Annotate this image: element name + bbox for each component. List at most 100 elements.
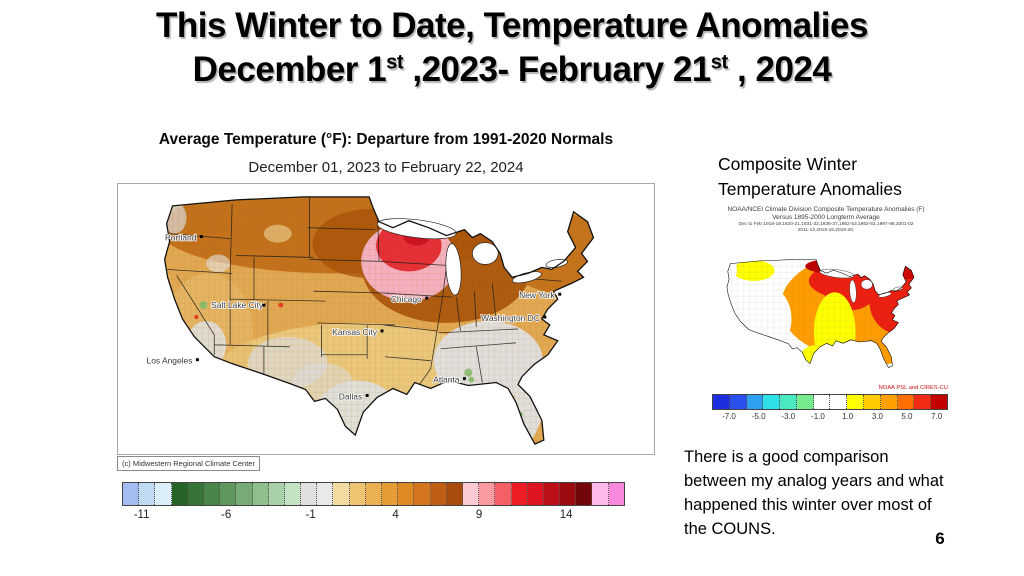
main-map: Portland Salt Lake City Los Angeles Kansas … [117, 183, 655, 471]
city-dot [380, 329, 384, 333]
colorbar-cell [462, 483, 480, 505]
city-label: Los Angeles [147, 356, 193, 366]
city-label: New York [519, 290, 555, 300]
mini-colorbar [712, 394, 948, 410]
colorbar-cell [495, 483, 512, 505]
state-borders [165, 196, 562, 389]
colorbar-cell [317, 483, 334, 505]
colorbar-cell [931, 395, 947, 409]
mini-header-line3: Dec to Feb 1918-19,1920-21,1931-32,1936-… [738, 222, 914, 228]
city-label: Salt Lake City [211, 300, 264, 310]
city-dot [199, 235, 203, 239]
colorbar-tick-label: 1.0 [842, 412, 854, 421]
colorbar-cell [780, 395, 797, 409]
city-label: Atlanta [433, 375, 460, 385]
colorbar-cell [897, 395, 915, 409]
page-number: 6 [935, 529, 945, 548]
colorbar-cell [203, 483, 221, 505]
colorbar-tick-label: -5.0 [751, 412, 766, 421]
composite-heading: Composite Winter Temperature Anomalies [718, 154, 902, 199]
colorbar-tick-label: -7.0 [722, 412, 736, 421]
city-label: Dallas [339, 391, 362, 401]
colorbar-cell [608, 483, 624, 505]
main-map-title: Average Temperature (°F): Departure from… [158, 131, 614, 148]
colorbar-cell [592, 483, 609, 505]
comment-text: There is a good comparison between my an… [684, 448, 944, 538]
colorbar-tick-label: 7.0 [931, 412, 943, 421]
colorbar-cell [430, 483, 447, 505]
colorbar-cell [236, 483, 253, 505]
page-title: This Winter to Date, Temperature Anomali… [0, 4, 1024, 92]
great-lakes [376, 218, 568, 296]
colorbar-cell [796, 395, 814, 409]
colorbar-cell [398, 483, 415, 505]
city-dot [558, 292, 562, 296]
colorbar-tick-label: -1.0 [811, 412, 825, 421]
colorbar-tick-label: -3.0 [781, 412, 796, 421]
city-label: Portland [165, 233, 197, 243]
city-dot [262, 303, 266, 307]
title-line2: December 1st ,2023- February 21st , 2024 [192, 50, 832, 90]
colorbar-cell [864, 395, 881, 409]
colorbar-cell [171, 483, 188, 505]
colorbar-tick-label: 4 [392, 509, 399, 521]
superscript: st [710, 51, 729, 74]
superscript: st [386, 51, 404, 74]
mini-header-line1: NOAA/NCEI Climate Division Composite Tem… [727, 206, 925, 213]
colorbar-cell [813, 395, 831, 409]
city-label: Washington DC [481, 313, 540, 323]
main-colorbar-labels: -11 -6 -1 4 9 14 [122, 509, 625, 523]
map-credit: (c) Midwestern Regional Climate Center [117, 456, 260, 471]
colorbar-cell [847, 395, 865, 409]
composite-map [707, 246, 940, 380]
colorbar-cell [511, 483, 528, 505]
main-map-subtitle: December 01, 2023 to February 22, 2024 [248, 159, 524, 176]
main-map-svg: Portland Salt Lake City Los Angeles Kansas … [146, 196, 595, 445]
colorbar-cell [414, 483, 431, 505]
colorbar-tick-label: -6 [220, 509, 232, 521]
mini-map-header: NOAA/NCEI Climate Division Composite Tem… [700, 206, 952, 235]
colorbar-cell [713, 395, 730, 409]
colorbar-cell [479, 483, 496, 505]
colorbar-tick-label: 3.0 [871, 412, 883, 421]
colorbar-cell [301, 483, 318, 505]
colorbar-cell [527, 483, 544, 505]
colorbar-tick-label: -1 [305, 509, 316, 521]
colorbar-cell [268, 483, 285, 505]
mini-map-credit: NOAA PSL and CIRES-CU [878, 385, 948, 391]
colorbar-cell [560, 483, 577, 505]
colorbar-cell [252, 483, 269, 505]
city-dot [462, 377, 466, 381]
colorbar-cell [220, 483, 237, 505]
city-dot [425, 296, 429, 300]
colorbar-cell [365, 483, 382, 505]
great-lakes-mini [819, 268, 903, 303]
colorbar-cell [576, 483, 593, 505]
colorbar-cell [446, 483, 463, 505]
city-label: Chicago [391, 294, 422, 304]
mini-header-line2: Versus 1895-2000 Longterm Average [772, 214, 880, 222]
colorbar-cell [139, 483, 156, 505]
mini-colorbar-labels: -7.0 -5.0 -3.0 -1.0 1.0 3.0 5.0 7.0 [712, 412, 948, 422]
colorbar-cell [746, 395, 764, 409]
colorbar-cell [830, 395, 848, 409]
city-labels: Portland Salt Lake City Los Angeles Kansas … [146, 232, 562, 402]
colorbar-cell [880, 395, 898, 409]
colorbar-cell [349, 483, 366, 505]
colorbar-tick-label: 9 [475, 509, 483, 521]
colorbar-cell [155, 483, 172, 505]
city-dot [195, 358, 199, 362]
colorbar-cell [382, 483, 399, 505]
colorbar-cell [284, 483, 302, 505]
colorbar-cell [729, 395, 747, 409]
colorbar-tick-label: 5.0 [901, 412, 913, 421]
city-dot [543, 315, 547, 319]
colorbar-tick-label: 14 [559, 509, 573, 521]
city-label: Kansas City [332, 327, 378, 337]
colorbar-tick-label: -11 [133, 509, 150, 521]
colorbar-cell [763, 395, 781, 409]
composite-map-svg [726, 259, 915, 368]
colorbar-cell [914, 395, 932, 409]
title-line1: This Winter to Date, Temperature Anomali… [156, 6, 868, 45]
